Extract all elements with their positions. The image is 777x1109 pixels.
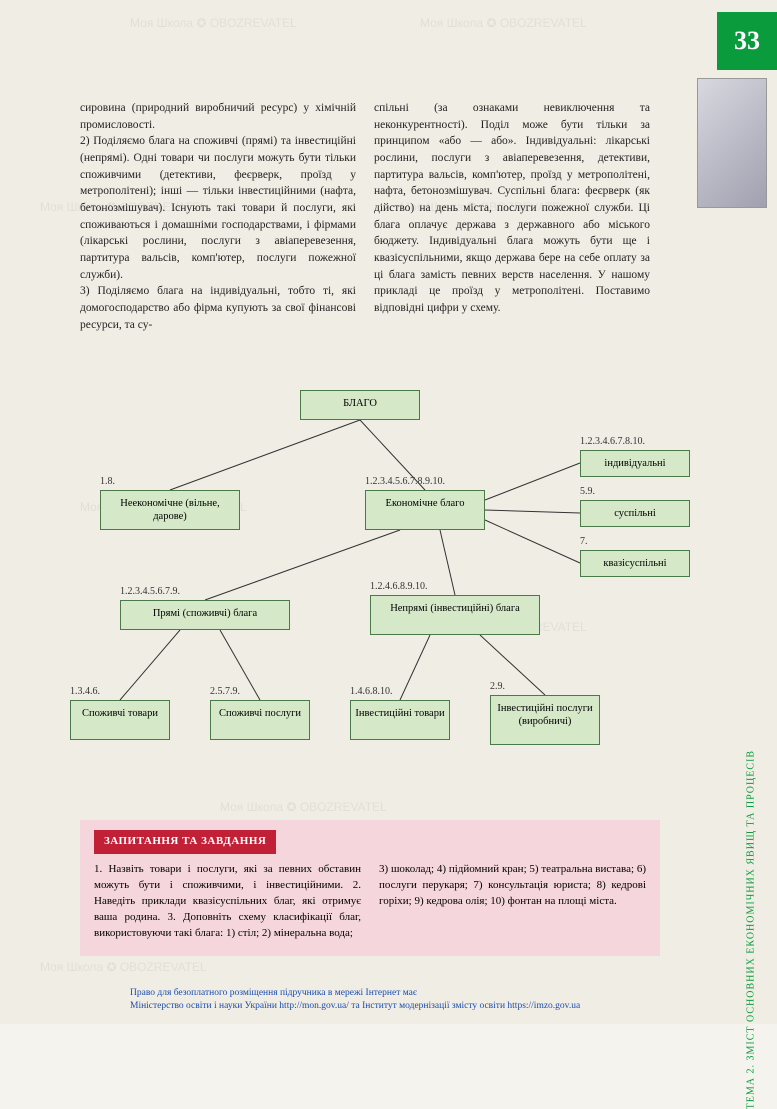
text-column-2: спільні (за ознаками невиключення та нек… bbox=[374, 100, 650, 333]
diagram-node: індивідуальні bbox=[580, 450, 690, 477]
diagram-node: Споживчі товари bbox=[70, 700, 170, 740]
node-number-label: 1.2.3.4.5.6.7.9. bbox=[120, 586, 180, 597]
diagram-node: Економічне благо bbox=[365, 490, 485, 530]
diagram-node: Інвестиційні послуги (виробничі) bbox=[490, 695, 600, 745]
illustration-photo bbox=[697, 78, 767, 208]
node-number-label: 7. bbox=[580, 536, 588, 547]
node-number-label: 1.2.3.4.5.6.7.8.9.10. bbox=[365, 476, 445, 487]
paragraph: сировина (природний виробничий ресурс) у… bbox=[80, 100, 356, 133]
node-number-label: 2.5.7.9. bbox=[210, 686, 240, 697]
footer-line: Право для безоплатного розміщення підруч… bbox=[130, 987, 580, 999]
watermark: Моя Школа ✪ OBOZREVATEL bbox=[40, 960, 207, 974]
node-number-label: 5.9. bbox=[580, 486, 595, 497]
body-text-columns: сировина (природний виробничий ресурс) у… bbox=[80, 100, 650, 333]
diagram-node: суспільні bbox=[580, 500, 690, 527]
diagram-node: квазісуспільні bbox=[580, 550, 690, 577]
footer-line: Міністерство освіти і науки України http… bbox=[130, 1000, 580, 1012]
page-number: 33 bbox=[717, 12, 777, 70]
questions-header: ЗАПИТАННЯ ТА ЗАВДАННЯ bbox=[94, 830, 276, 854]
paragraph: спільні (за ознаками невиключення та нек… bbox=[374, 100, 650, 317]
copyright-footer: Право для безоплатного розміщення підруч… bbox=[130, 987, 580, 1012]
questions-section: ЗАПИТАННЯ ТА ЗАВДАННЯ 1. Назвіть товари … bbox=[80, 820, 660, 956]
node-number-label: 2.9. bbox=[490, 681, 505, 692]
watermark: Моя Школа ✪ OBOZREVATEL bbox=[130, 16, 297, 30]
node-number-label: 1.4.6.8.10. bbox=[350, 686, 393, 697]
textbook-page: { "page_number": "33", "side_label": "ТЕ… bbox=[0, 0, 777, 1024]
diagram-node: Прямі (споживчі) блага bbox=[120, 600, 290, 630]
node-number-label: 1.8. bbox=[100, 476, 115, 487]
diagram-node: Неекономічне (вільне, дарове) bbox=[100, 490, 240, 530]
node-number-label: 1.3.4.6. bbox=[70, 686, 100, 697]
node-number-label: 1.2.3.4.6.7.8.10. bbox=[580, 436, 645, 447]
goods-classification-diagram: БЛАГО Неекономічне (вільне, дарове) 1.8. Ек… bbox=[60, 390, 710, 790]
diagram-node: БЛАГО bbox=[300, 390, 420, 420]
diagram-node: Споживчі послуги bbox=[210, 700, 310, 740]
chapter-label: ТЕМА 2. ЗМІСТ ОСНОВНИХ ЕКОНОМІЧНИХ ЯВИЩ … bbox=[745, 750, 756, 1109]
paragraph: 3) Поділяємо блага на індивідуальні, тоб… bbox=[80, 283, 356, 333]
watermark: Моя Школа ✪ OBOZREVATEL bbox=[220, 800, 387, 814]
questions-col-1: 1. Назвіть товари і послуги, які за певн… bbox=[94, 862, 361, 942]
watermark: Моя Школа ✪ OBOZREVATEL bbox=[420, 16, 587, 30]
diagram-node: Непрямі (інвестиційні) блага bbox=[370, 595, 540, 635]
diagram-node: Інвестиційні товари bbox=[350, 700, 450, 740]
node-number-label: 1.2.4.6.8.9.10. bbox=[370, 581, 428, 592]
questions-col-2: 3) шоколад; 4) підйомний кран; 5) театра… bbox=[379, 862, 646, 942]
paragraph: 2) Поділяємо блага на споживчі (прямі) т… bbox=[80, 133, 356, 283]
text-column-1: сировина (природний виробничий ресурс) у… bbox=[80, 100, 356, 333]
